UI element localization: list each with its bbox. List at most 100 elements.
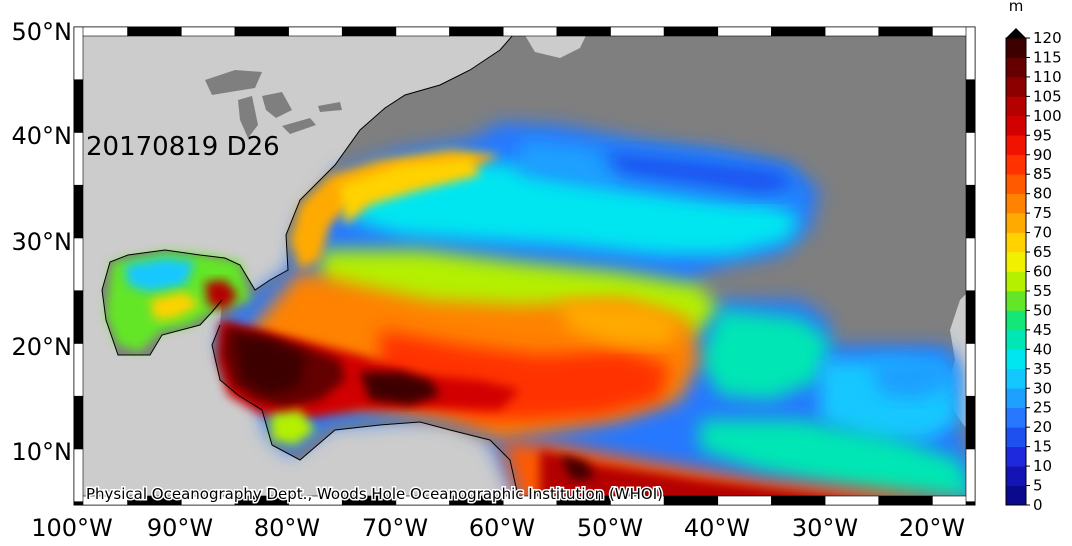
frame-band	[341, 26, 397, 37]
frame-band	[878, 495, 933, 506]
lat-label: 20°N	[12, 333, 73, 361]
colorbar-band	[1006, 154, 1026, 175]
frame-band	[288, 26, 343, 37]
colorbar-tick-label: 10	[1033, 457, 1052, 475]
frame-band	[73, 395, 84, 450]
frame-band	[73, 184, 84, 239]
colorbar-band	[1006, 38, 1026, 58]
north-america-landmass	[74, 27, 520, 505]
colorbar-tick-label: 85	[1033, 165, 1052, 183]
frame-band	[965, 501, 976, 506]
frame-band	[965, 79, 976, 133]
frame-band	[73, 26, 84, 81]
colorbar-band	[1006, 252, 1026, 272]
lat-label: 40°N	[12, 122, 73, 150]
frame-band	[965, 343, 976, 397]
colorbar-tick-label: 15	[1033, 438, 1052, 456]
colorbar-tick-label: 20	[1033, 418, 1052, 436]
frame-band	[73, 290, 84, 344]
colorbar-band	[1006, 310, 1026, 331]
colorbar-band	[1006, 271, 1026, 292]
lon-label: 80°W	[254, 514, 320, 542]
lon-label: 50°W	[577, 514, 643, 542]
colorbar-tick-label: 120	[1033, 29, 1062, 47]
colorbar-band	[1006, 135, 1026, 156]
lat-label: 50°N	[12, 18, 73, 46]
colorbar-tick-label: 5	[1033, 477, 1043, 495]
frame-band	[610, 26, 665, 37]
frame-band	[965, 395, 976, 450]
lon-label: 30°W	[792, 514, 858, 542]
colorbar-band	[1006, 174, 1026, 194]
frame-band	[73, 132, 84, 186]
frame-band	[824, 495, 880, 506]
colorbar-band	[1006, 407, 1026, 428]
lon-label: 100°W	[31, 514, 113, 542]
colorbar-band	[1006, 290, 1026, 311]
colorbar-band	[1006, 76, 1026, 97]
colorbar-tick-label: 25	[1033, 399, 1052, 417]
frame-band	[395, 26, 450, 37]
colorbar-tick-label: 50	[1033, 301, 1052, 319]
ocean-data-field	[106, 122, 975, 505]
colorbar-tick-label: 100	[1033, 107, 1062, 125]
colorbar-tick-label: 90	[1033, 146, 1052, 164]
colorbar-band	[1006, 193, 1026, 214]
colorbar-tick-label: 75	[1033, 204, 1052, 222]
frame-band	[965, 448, 976, 503]
lon-label: 90°W	[147, 514, 213, 542]
frame-band	[73, 501, 84, 506]
frame-band	[73, 237, 84, 292]
colorbar-tick-label: 45	[1033, 321, 1052, 339]
colorbar-band	[1006, 329, 1026, 350]
institution-credit: Physical Oceanography Dept., Woods Hole …	[86, 485, 663, 503]
great-lakes	[205, 70, 342, 138]
colorbar-tick-label: 70	[1033, 224, 1052, 242]
frame-band	[234, 26, 289, 37]
colorbar-band	[1006, 485, 1026, 506]
colorbar-unit: m	[1009, 0, 1024, 15]
frame-band	[965, 132, 976, 186]
colorbar-tick-label: 35	[1033, 360, 1052, 378]
lon-label: 20°W	[899, 514, 965, 542]
frame-band	[449, 26, 504, 37]
colorbar-tick-label: 55	[1033, 282, 1052, 300]
frame-band	[878, 26, 933, 37]
colorbar-band	[1006, 232, 1026, 253]
colorbar-band	[1006, 96, 1026, 117]
lon-label: 70°W	[362, 514, 428, 542]
colorbar-band	[1006, 115, 1026, 136]
frame-band	[73, 343, 84, 397]
frame-band	[965, 237, 976, 292]
frame-band	[717, 495, 772, 506]
map-panel	[74, 27, 975, 505]
colorbar-tick-label: 0	[1033, 496, 1043, 514]
frame-band	[502, 26, 558, 37]
colorbar-tick-label: 65	[1033, 243, 1052, 261]
frame-band	[771, 495, 826, 506]
colorbar-tick-label: 115	[1033, 48, 1062, 66]
colorbar-tick-label: 60	[1033, 263, 1052, 281]
frame-band	[127, 26, 182, 37]
frame-tick-bands	[73, 26, 976, 506]
coastline	[101, 27, 521, 356]
colorbar-band	[1006, 446, 1026, 467]
colorbar-bands	[1005, 37, 1027, 506]
frame-band	[965, 184, 976, 239]
frame-band	[73, 448, 84, 503]
colorbar-band	[1006, 466, 1026, 486]
colorbar-tick-label: 80	[1033, 185, 1052, 203]
latitude-labels: 50°N 40°N 30°N 20°N 10°N	[12, 18, 73, 466]
colorbar-tick-label: 95	[1033, 126, 1052, 144]
colorbar-tick-label: 30	[1033, 379, 1052, 397]
longitude-labels: 100°W 90°W 80°W 70°W 60°W 50°W 40°W 30°W…	[31, 514, 965, 542]
frame-band	[73, 79, 84, 133]
frame-band	[965, 290, 976, 344]
colorbar-tick-label: 110	[1033, 68, 1062, 86]
colorbar-band	[1006, 57, 1026, 78]
frame-band	[965, 26, 976, 81]
frame-band	[556, 26, 611, 37]
colorbar-tick-label: 105	[1033, 87, 1062, 105]
